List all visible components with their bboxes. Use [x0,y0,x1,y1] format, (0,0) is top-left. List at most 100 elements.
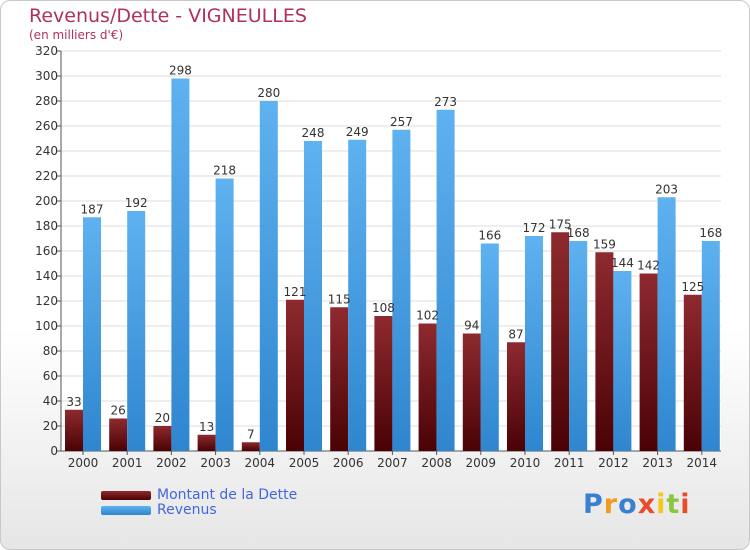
logo-letter: P [583,489,604,520]
data-label-dette: 115 [328,292,351,306]
x-tick-label: 2011 [554,456,585,470]
data-label-revenus: 273 [434,95,457,109]
data-label-dette: 121 [284,285,307,299]
legend-swatch-revenus [101,505,151,515]
logo-letter: t [666,489,681,520]
data-label-dette: 108 [372,301,395,315]
legend-item-dette: Montant de la Dette [101,487,298,503]
data-label-dette: 159 [593,237,616,251]
data-label-revenus: 298 [169,64,192,78]
bar-dette [551,232,570,451]
y-tick-label: 200 [35,194,58,208]
data-label-revenus: 249 [346,125,369,139]
y-tick-label: 0 [50,444,58,458]
y-tick-label: 80 [43,344,58,358]
bar-dette [374,316,393,451]
x-tick-label: 2013 [642,456,673,470]
data-label-revenus: 168 [699,226,722,240]
y-tick-label: 300 [35,69,58,83]
data-label-dette: 87 [508,327,523,341]
bar-dette [507,342,525,451]
bar-revenus [392,129,411,451]
bar-revenus [613,271,632,451]
bar-revenus [480,243,499,451]
bar-revenus [83,217,101,451]
x-tick-label: 2014 [687,456,718,470]
logo-letter: o [618,489,638,520]
x-tick-label: 2004 [245,456,276,470]
data-label-revenus: 144 [611,256,634,270]
proxiti-logo: Proxiti [583,489,691,520]
bar-revenus [171,78,190,451]
legend-item-revenus: Revenus [101,502,217,518]
y-tick-label: 120 [35,294,58,308]
chart-title: Revenus/Dette - VIGNEULLES [29,5,307,27]
bar-revenus [215,178,234,451]
y-tick-label: 220 [35,169,58,183]
logo-letter: i [656,489,667,520]
chart-subtitle: (en milliers d'€) [29,28,124,42]
data-label-dette: 175 [549,217,572,231]
bar-revenus [348,139,367,451]
x-tick-label: 2005 [289,456,320,470]
logo-letter: r [603,489,619,520]
bar-dette [595,252,614,451]
x-tick-label: 2009 [466,456,497,470]
data-label-revenus: 168 [567,226,590,240]
data-label-revenus: 172 [523,221,546,235]
bar-revenus [127,211,146,451]
x-tick-label: 2002 [156,456,187,470]
bar-dette [65,409,83,451]
bar-revenus [701,241,720,451]
data-label-revenus: 166 [478,229,501,243]
bar-dette [418,323,437,451]
data-label-revenus: 203 [655,182,678,196]
data-label-dette: 7 [247,427,255,441]
x-tick-label: 2012 [598,456,629,470]
data-label-revenus: 192 [125,196,148,210]
bar-revenus [525,236,543,451]
bar-revenus [657,197,676,451]
x-tick-label: 2008 [421,456,452,470]
y-tick-label: 40 [43,394,58,408]
x-tick-label: 2000 [68,456,99,470]
y-tick-label: 240 [35,144,58,158]
bar-dette [153,426,172,451]
logo-letter: x [637,489,657,520]
bar-dette [683,294,702,451]
axis-layer: 0204060801001201401601802002202402602803… [35,44,721,470]
y-tick-label: 260 [35,119,58,133]
x-tick-label: 2007 [377,456,408,470]
data-label-dette: 94 [464,319,479,333]
data-label-revenus: 280 [257,86,280,100]
legend-label-dette: Montant de la Dette [157,487,298,503]
bar-dette [639,273,658,451]
bar-dette [286,299,304,451]
data-label-revenus: 218 [213,164,236,178]
y-tick-label: 140 [35,269,58,283]
y-tick-label: 20 [43,419,58,433]
bar-revenus [436,109,455,451]
bar-revenus [259,101,278,451]
data-label-revenus: 187 [81,202,104,216]
bar-dette [109,418,128,451]
y-tick-label: 60 [43,369,58,383]
data-label-dette: 13 [199,420,214,434]
label-layer: 33 187 26 192 20 298 13 218 7 280 121 248 115 249 108 2… [66,64,722,442]
x-tick-label: 2003 [200,456,231,470]
data-label-revenus: 257 [390,115,413,129]
data-label-dette: 20 [155,411,170,425]
y-tick-label: 180 [35,219,58,233]
data-label-revenus: 248 [302,126,325,140]
bar-revenus [569,241,588,451]
legend-label-revenus: Revenus [157,502,217,518]
bar-dette [241,442,260,451]
data-label-dette: 142 [637,259,660,273]
bar-layer [65,78,720,451]
legend-swatch-dette [101,490,151,500]
logo-letter: i [680,489,691,520]
data-label-dette: 102 [416,309,439,323]
bar-dette [462,333,481,451]
